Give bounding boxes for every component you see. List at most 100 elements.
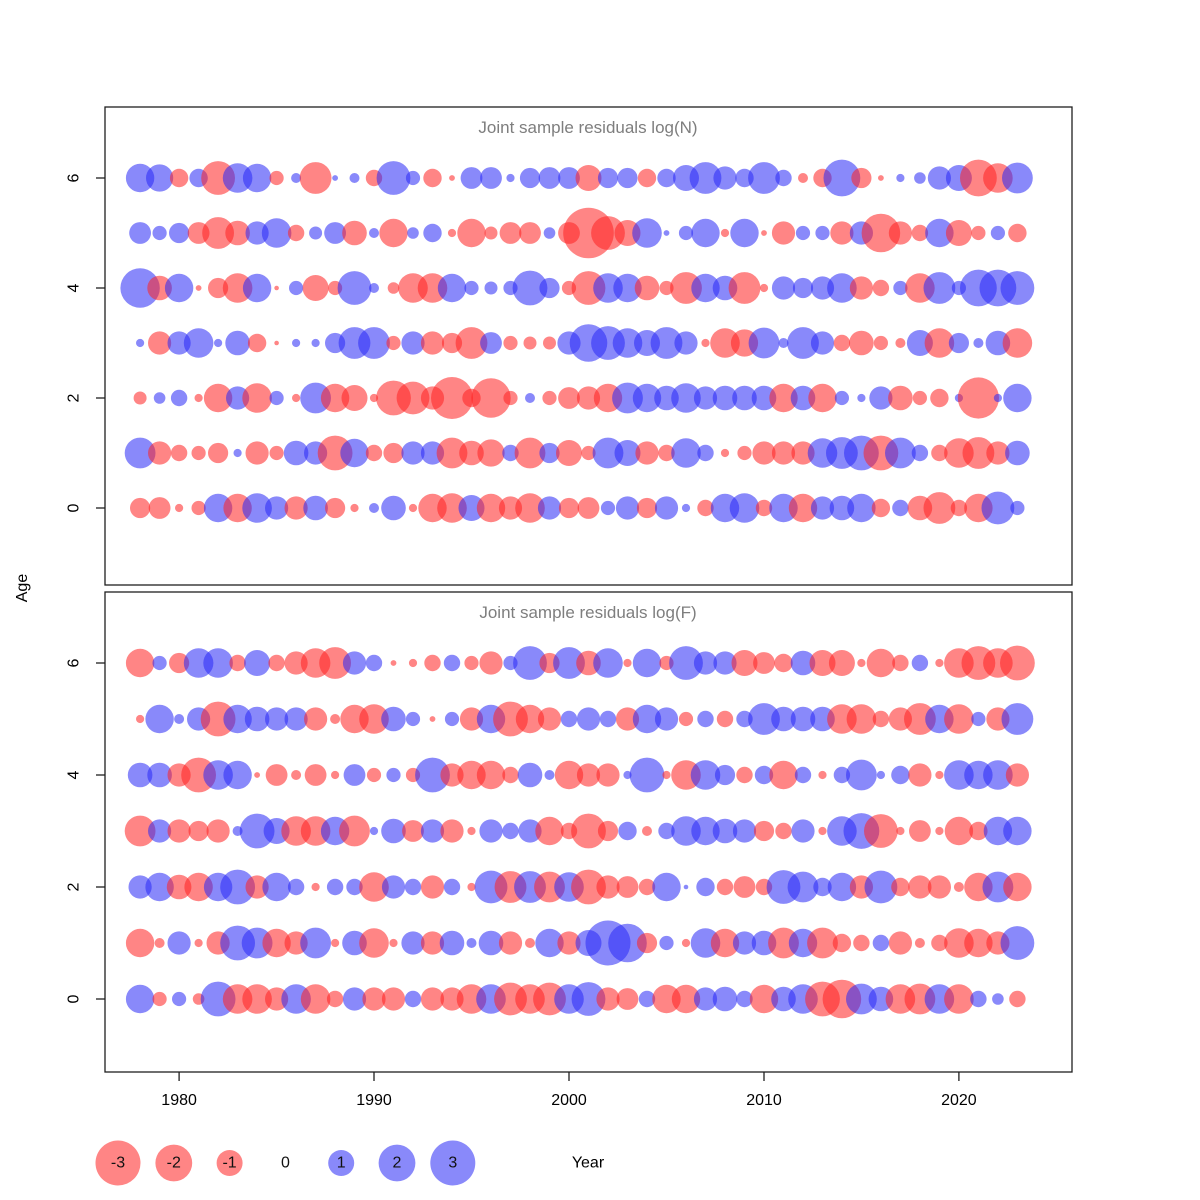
residual-bubble [713, 166, 737, 190]
residual-bubble [632, 383, 662, 413]
residual-bubble [130, 497, 151, 519]
residual-bubble [337, 271, 372, 305]
residual-bubble [543, 227, 556, 239]
residual-bubble [229, 654, 246, 672]
residual-bubble [386, 767, 401, 783]
residual-bubble [809, 650, 836, 676]
residual-bubble [324, 222, 346, 244]
residual-bubble [896, 826, 905, 836]
residual-bubble [262, 872, 291, 902]
residual-bubble [597, 820, 619, 842]
residual-bubble [1000, 926, 1035, 960]
residual-bubble [716, 710, 734, 728]
residual-bubble [654, 496, 679, 520]
residual-bubble [697, 444, 714, 462]
residual-bubble [774, 653, 793, 673]
residual-bubble [254, 772, 260, 778]
residual-bubble [349, 173, 360, 183]
residual-bubble [713, 651, 737, 675]
residual-bubble [299, 162, 332, 194]
residual-bubble [892, 654, 909, 672]
residual-bubble [515, 704, 545, 734]
residual-bubble [146, 164, 174, 192]
residual-bubble [753, 820, 775, 842]
residual-bubble [818, 770, 827, 780]
residual-bubble [973, 338, 984, 348]
residual-bubble [169, 652, 190, 674]
legend-bubble [430, 1140, 476, 1186]
residual-bubble [407, 227, 419, 239]
residual-bubble [320, 383, 350, 413]
residual-bubble [542, 390, 557, 406]
legend-bubble [216, 1150, 243, 1176]
residual-bubble [911, 654, 929, 672]
residual-bubble [208, 442, 229, 464]
residual-bubble [443, 654, 461, 672]
residual-bubble [342, 987, 367, 1011]
residual-bubble [560, 710, 578, 728]
residual-bubble [479, 651, 503, 675]
residual-bubble [608, 923, 647, 963]
residual-bubble [543, 336, 556, 350]
residual-bubble [736, 710, 753, 728]
panel-log-f-title: Joint sample residuals log(F) [479, 603, 696, 622]
residual-bubble [720, 228, 730, 238]
residual-bubble [944, 704, 974, 734]
residual-bubble [671, 984, 701, 1014]
residual-bubble [203, 493, 233, 523]
residual-bubble [950, 499, 968, 517]
residual-bubble [629, 757, 665, 793]
residual-bubble [415, 757, 450, 793]
residual-bubble [896, 173, 905, 183]
residual-bubble [895, 338, 906, 348]
residual-bubble [614, 440, 641, 466]
residual-bubble [369, 283, 379, 293]
residual-bubble [597, 167, 619, 189]
residual-bubble [519, 222, 541, 244]
residual-bubble [847, 493, 876, 523]
residual-bubble [576, 763, 601, 787]
residual-bubble [923, 272, 956, 304]
residual-bubble [853, 934, 870, 952]
residual-bubble [208, 277, 229, 299]
residual-bubble [876, 770, 886, 780]
residual-bubble [678, 225, 694, 241]
residual-bubble [581, 445, 596, 461]
residual-bubble [953, 882, 964, 892]
residual-bubble [287, 878, 305, 896]
residual-bubble [284, 707, 308, 731]
residual-bubble [464, 655, 479, 671]
residual-bubble [174, 714, 185, 724]
residual-bubble [194, 938, 203, 948]
x-tick-label: 1980 [161, 1092, 197, 1109]
residual-bubble [771, 276, 796, 300]
residual-bubble [387, 282, 400, 294]
residual-bubble [262, 928, 291, 958]
residual-bubble [479, 819, 503, 843]
residual-bubble [714, 764, 736, 786]
residual-bubble [405, 170, 421, 186]
residual-bubble [846, 759, 877, 791]
residual-bubble [935, 658, 944, 668]
residual-bubble [769, 760, 798, 790]
residual-bubble [970, 990, 987, 1008]
residual-bubble [830, 221, 854, 245]
residual-bubble [616, 988, 639, 1010]
residual-bubble [791, 819, 815, 843]
residual-bubble [658, 444, 675, 462]
residual-bubble [935, 770, 944, 780]
residual-bubble [381, 495, 406, 521]
residual-bubble [184, 872, 213, 902]
residual-bubble [1005, 763, 1029, 787]
residual-bubble [576, 707, 601, 731]
residual-bubble [148, 441, 172, 465]
residual-bubble [729, 493, 760, 523]
residual-bubble [691, 273, 720, 303]
residual-bubble [401, 331, 425, 355]
residual-bubble [440, 987, 464, 1011]
residual-bubble [787, 871, 819, 903]
residual-bubble [284, 496, 308, 520]
residual-bubble [381, 875, 406, 899]
residual-bubble [169, 168, 189, 188]
residual-bubble [909, 820, 931, 842]
